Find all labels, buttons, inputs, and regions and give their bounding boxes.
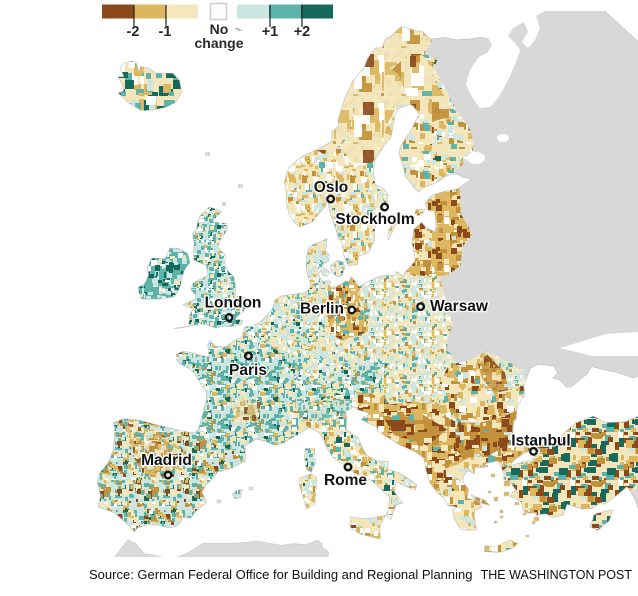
- svg-text:-1: -1: [159, 24, 172, 40]
- svg-text:Rome: Rome: [324, 472, 367, 489]
- svg-text:Berlin: Berlin: [300, 301, 344, 318]
- svg-text:Madrid: Madrid: [141, 452, 192, 469]
- svg-text:Paris: Paris: [229, 362, 267, 379]
- svg-text:+1: +1: [262, 24, 279, 40]
- svg-text:change: change: [194, 35, 243, 51]
- svg-text:Stockholm: Stockholm: [335, 211, 414, 228]
- svg-text:THE WASHINGTON POST: THE WASHINGTON POST: [481, 568, 633, 582]
- svg-text:Oslo: Oslo: [314, 179, 348, 196]
- svg-text:-2: -2: [127, 24, 140, 40]
- svg-text:London: London: [205, 295, 262, 312]
- svg-text:Source: German Federal Office: Source: German Federal Office for Buildi…: [89, 567, 472, 582]
- svg-text:+2: +2: [294, 24, 311, 40]
- svg-text:No: No: [210, 21, 229, 37]
- svg-text:Istanbul: Istanbul: [511, 433, 570, 450]
- svg-text:Warsaw: Warsaw: [430, 298, 489, 315]
